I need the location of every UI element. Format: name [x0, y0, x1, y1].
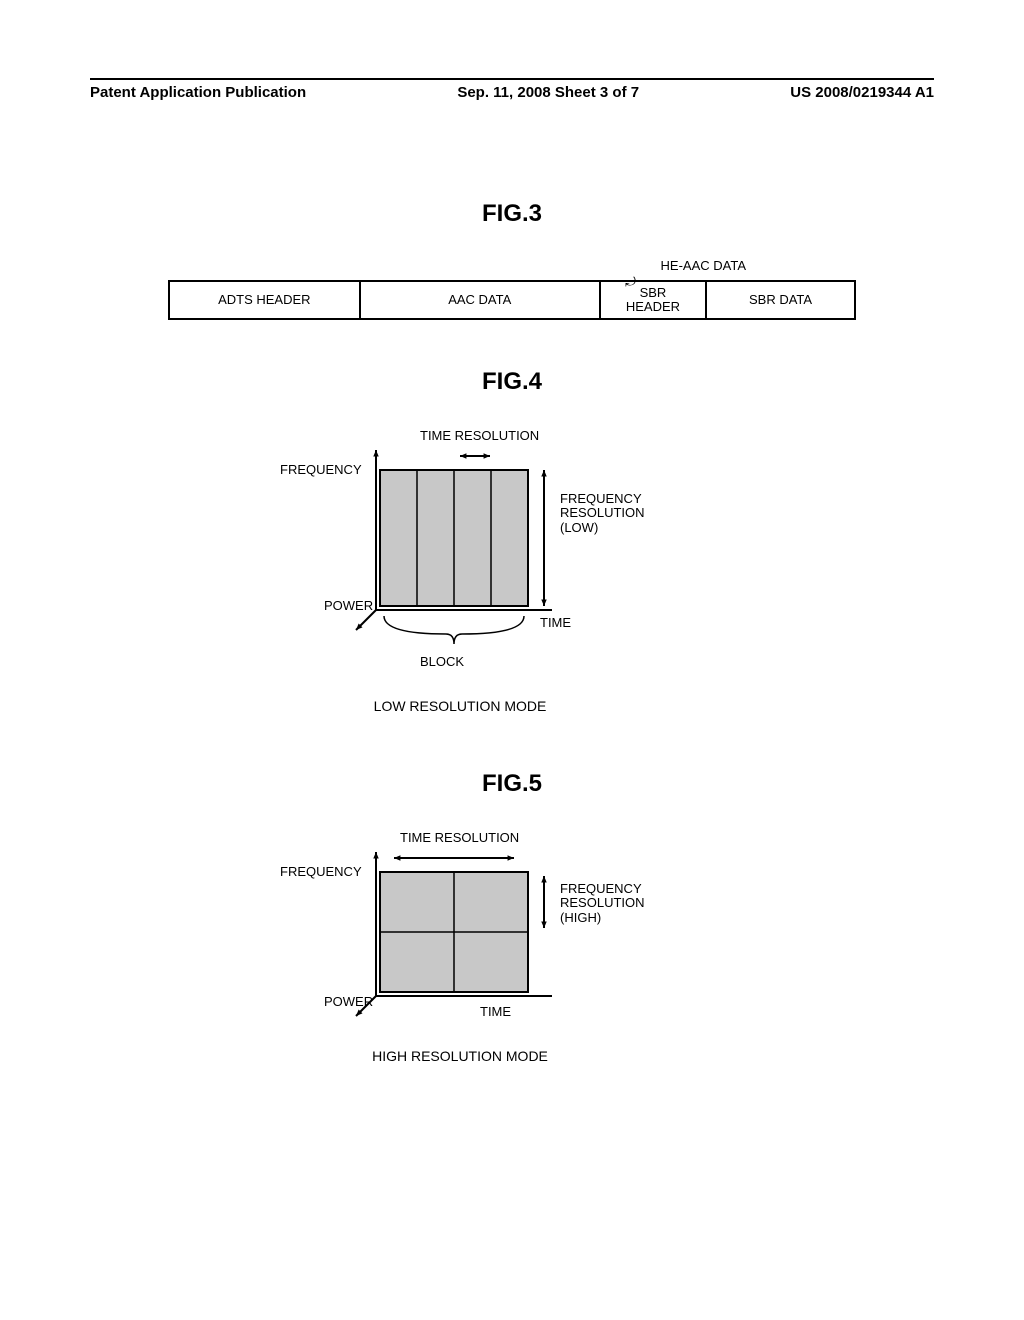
fig5-title: FIG.5 [0, 770, 1024, 798]
fig4-power-label: POWER [324, 598, 373, 613]
fig4-diagram: FREQUENCY TIME RESOLUTION FREQUENCY RESO… [280, 420, 740, 680]
fig5-caption: HIGH RESOLUTION MODE [280, 1048, 640, 1064]
fig3-cell: SBR DATA [707, 282, 854, 318]
fig3-cell: SBR HEADER [601, 282, 707, 318]
fig4-time-label: TIME [540, 615, 571, 630]
fig5-frequency-label: FREQUENCY [280, 864, 362, 879]
fig4-block-label: BLOCK [420, 654, 464, 669]
fig3-title: FIG.3 [0, 200, 1024, 228]
fig4-frequency-label: FREQUENCY [280, 462, 362, 477]
fig4-caption: LOW RESOLUTION MODE [280, 698, 640, 714]
header-center: Sep. 11, 2008 Sheet 3 of 7 [457, 84, 639, 101]
fig4-title: FIG.4 [0, 368, 1024, 396]
header-right: US 2008/0219344 A1 [790, 84, 934, 101]
fig5-time-resolution-label: TIME RESOLUTION [400, 830, 519, 845]
fig3-table: ADTS HEADERAAC DATASBR HEADERSBR DATA [168, 280, 856, 320]
fig3-cell: ADTS HEADER [170, 282, 361, 318]
fig3-diagram: ⤾ HE-AAC DATA ADTS HEADERAAC DATASBR HEA… [168, 280, 856, 320]
fig4-freq-resolution-label: FREQUENCY RESOLUTION (LOW) [560, 492, 645, 535]
fig4-time-resolution-label: TIME RESOLUTION [420, 428, 539, 443]
fig3-cell: AAC DATA [361, 282, 601, 318]
fig5-diagram: FREQUENCY TIME RESOLUTION FREQUENCY RESO… [280, 822, 740, 1042]
fig5-power-label: POWER [324, 994, 373, 1009]
page-header: Patent Application Publication Sep. 11, … [90, 78, 934, 101]
fig3-callout: HE-AAC DATA [661, 258, 746, 273]
callout-hook-icon: ⤾ [625, 274, 636, 290]
fig5-time-label: TIME [480, 1004, 511, 1019]
header-left: Patent Application Publication [90, 84, 306, 101]
fig4-svg [280, 420, 740, 680]
fig5-freq-resolution-label: FREQUENCY RESOLUTION (HIGH) [560, 882, 645, 925]
